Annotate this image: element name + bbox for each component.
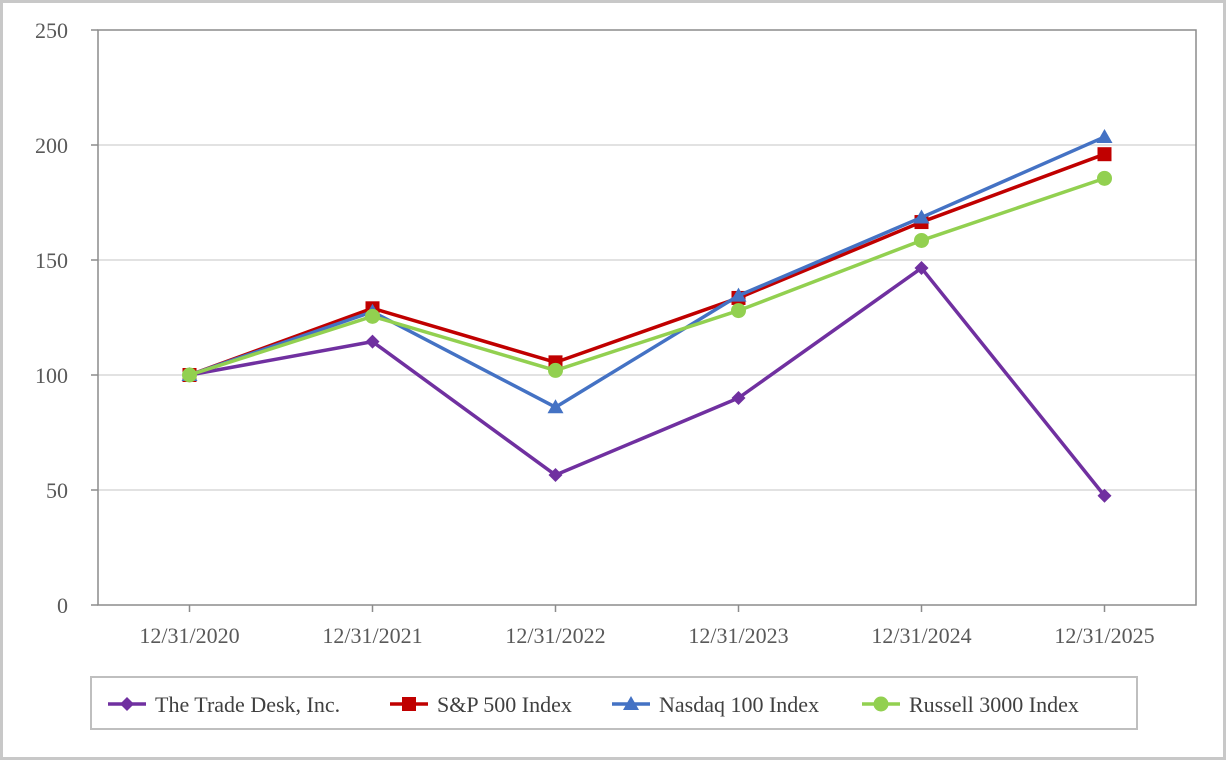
y-tick-label: 250 bbox=[35, 18, 68, 43]
data-point bbox=[914, 232, 929, 248]
series-line bbox=[188, 135, 1106, 409]
data-point bbox=[548, 468, 563, 483]
x-tick-label: 12/31/2022 bbox=[505, 623, 605, 648]
legend-label: The Trade Desk, Inc. bbox=[155, 692, 340, 717]
legend-marker bbox=[120, 697, 134, 711]
y-tick-label: 100 bbox=[35, 363, 68, 388]
y-axis-ticks: 0 50 100 150 200 250 bbox=[35, 18, 98, 618]
series-layer bbox=[181, 128, 1113, 503]
legend-marker bbox=[402, 697, 416, 711]
data-point bbox=[1097, 488, 1112, 503]
legend: The Trade Desk, Inc. S&P 500 Index Nasdaq … bbox=[90, 676, 1138, 730]
legend-marker bbox=[873, 696, 889, 712]
data-point bbox=[913, 209, 930, 224]
data-point bbox=[1097, 147, 1112, 162]
legend-item-3: Russell 3000 Index bbox=[862, 692, 1079, 717]
data-point bbox=[1097, 170, 1112, 186]
y-tick-label: 200 bbox=[35, 133, 68, 158]
data-point bbox=[547, 399, 564, 414]
x-tick-label: 12/31/2021 bbox=[322, 623, 422, 648]
series-2 bbox=[181, 128, 1113, 414]
series-1 bbox=[182, 147, 1112, 382]
data-point bbox=[1096, 128, 1113, 143]
series-line bbox=[188, 152, 1106, 377]
data-point bbox=[914, 261, 929, 276]
series-line bbox=[189, 266, 1106, 497]
y-tick-label: 50 bbox=[46, 478, 68, 503]
series-3 bbox=[182, 170, 1112, 383]
series-line bbox=[188, 176, 1106, 377]
data-point bbox=[365, 334, 380, 349]
legend-label: Russell 3000 Index bbox=[909, 692, 1079, 717]
legend-item-2: Nasdaq 100 Index bbox=[612, 692, 819, 717]
y-tick-label: 150 bbox=[35, 248, 68, 273]
x-tick-label: 12/31/2023 bbox=[688, 623, 788, 648]
x-tick-label: 12/31/2025 bbox=[1054, 623, 1154, 648]
data-point bbox=[731, 303, 746, 319]
legend-label: Nasdaq 100 Index bbox=[659, 692, 819, 717]
plot-area-border bbox=[97, 29, 1197, 606]
data-point bbox=[548, 362, 563, 378]
series-0 bbox=[182, 261, 1112, 503]
legend-marker bbox=[623, 696, 639, 710]
gridlines bbox=[98, 144, 1196, 491]
y-tick-label: 0 bbox=[57, 593, 68, 618]
x-axis-ticks: 12/31/2020 12/31/2021 12/31/2022 12/31/2023… bbox=[139, 605, 1155, 648]
legend-item-0: The Trade Desk, Inc. bbox=[108, 692, 340, 717]
data-point bbox=[182, 367, 197, 383]
legend-label: S&P 500 Index bbox=[437, 692, 572, 717]
data-point bbox=[365, 308, 380, 324]
legend-item-1: S&P 500 Index bbox=[390, 692, 572, 717]
x-tick-label: 12/31/2024 bbox=[871, 623, 971, 648]
x-tick-label: 12/31/2020 bbox=[139, 623, 239, 648]
data-point bbox=[731, 391, 746, 405]
data-point bbox=[730, 287, 747, 302]
